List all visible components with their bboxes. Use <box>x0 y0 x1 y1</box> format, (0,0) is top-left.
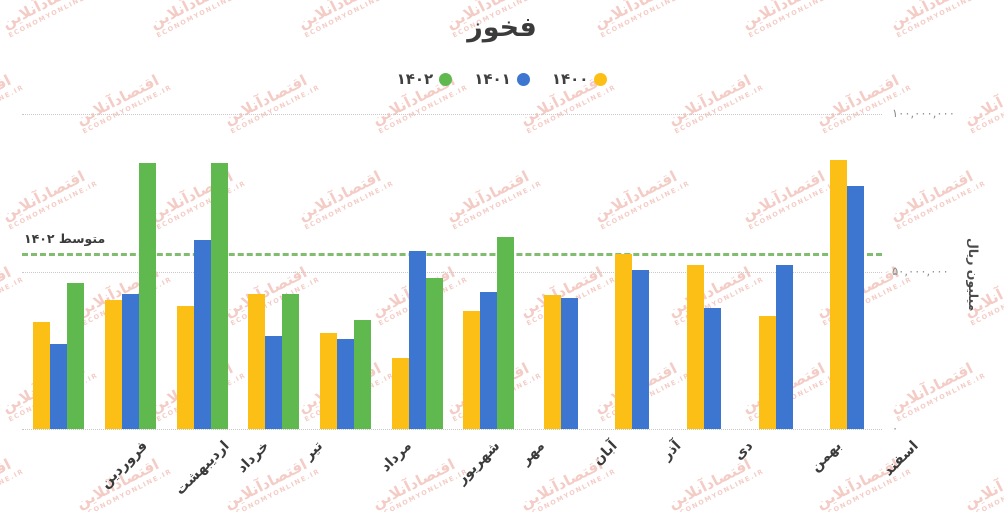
watermark-brand: اقتصادآنلاین <box>887 167 976 225</box>
watermark-url: ECONOMYONLINE.IR <box>969 82 1004 136</box>
average-line <box>22 252 882 256</box>
bar-آذر-۱۴۰۰[interactable] <box>615 254 633 429</box>
bar-group-بهمن <box>758 114 793 429</box>
bar-مهر-۱۴۰۱[interactable] <box>480 291 498 429</box>
gridline <box>22 114 882 115</box>
bar-اسفند-۱۴۰۰[interactable] <box>830 159 848 429</box>
watermark-brand: اقتصادآنلاین <box>0 263 14 321</box>
legend-item-۱۴۰۱[interactable]: ۱۴۰۱ <box>474 70 530 88</box>
x-axis-tick-label-مرداد: مرداد <box>377 438 415 476</box>
bar-group-آبان <box>543 114 578 429</box>
watermark-url: ECONOMYONLINE.IR <box>969 466 1004 512</box>
x-axis: فروردین اردیبهشت خرداد تیر مرداد شهریور مهر آبا… <box>22 432 922 510</box>
bar-مهر-۱۴۰۲[interactable] <box>497 236 515 429</box>
bar-group-تیر <box>248 114 300 429</box>
bar-خرداد-۱۴۰۱[interactable] <box>193 240 211 429</box>
x-axis-tick-label-شهریور: شهریور <box>453 438 504 488</box>
bar-دی-۱۴۰۱[interactable] <box>703 307 721 429</box>
bar-شهریور-۱۴۰۱[interactable] <box>408 251 426 429</box>
bar-فروردین-۱۴۰۰[interactable] <box>33 321 51 429</box>
bar-مرداد-۱۴۰۱[interactable] <box>337 339 354 429</box>
watermark-url: ECONOMYONLINE.IR <box>895 370 988 424</box>
page-title: فخوز <box>467 12 537 43</box>
x-axis-tick-label-دی: دی <box>730 438 757 464</box>
y-axis-tick-label: ۱۰۰,۰۰۰,۰۰۰ <box>892 106 955 120</box>
bar-group-مهر <box>463 114 515 429</box>
bar-فروردین-۱۴۰۲[interactable] <box>67 282 85 429</box>
bar-group-آذر <box>615 114 650 429</box>
x-axis-tick-label-خرداد: خرداد <box>234 438 273 477</box>
bar-group-خرداد <box>176 114 228 429</box>
chart-legend: ۱۴۰۰ ۱۴۰۱ ۱۴۰۲ <box>0 70 1004 88</box>
watermark-url: ECONOMYONLINE.IR <box>895 178 988 232</box>
bar-اردیبهشت-۱۴۰۰[interactable] <box>105 299 122 429</box>
bar-group-فروردین <box>33 114 85 429</box>
legend-color-swatch-icon <box>594 72 608 86</box>
x-axis-tick-label-فروردین: فروردین <box>97 438 151 492</box>
watermark-brand: اقتصادآنلاین <box>887 359 976 417</box>
bar-دی-۱۴۰۰[interactable] <box>686 265 704 429</box>
bar-group-شهریور <box>391 114 443 429</box>
bar-خرداد-۱۴۰۲[interactable] <box>210 162 228 429</box>
bar-آبان-۱۴۰۰[interactable] <box>543 295 561 429</box>
bar-اردیبهشت-۱۴۰۲[interactable] <box>139 162 156 429</box>
bar-شهریور-۱۴۰۲[interactable] <box>425 277 443 429</box>
bar-بهمن-۱۴۰۰[interactable] <box>758 315 776 429</box>
x-axis-tick-label-بهمن: بهمن <box>807 438 845 476</box>
bar-فروردین-۱۴۰۱[interactable] <box>50 343 68 429</box>
plot-area: متوسط ۱۴۰۲ <box>22 114 882 430</box>
x-axis-tick-label-آذر: آذر <box>659 438 685 464</box>
bar-مهر-۱۴۰۰[interactable] <box>463 310 481 429</box>
y-axis-tick-label: ۰ <box>892 421 899 435</box>
legend-item-۱۴۰۲[interactable]: ۱۴۰۲ <box>397 70 453 88</box>
bar-تیر-۱۴۰۲[interactable] <box>282 293 300 429</box>
bar-اردیبهشت-۱۴۰۱[interactable] <box>122 293 139 429</box>
bar-آبان-۱۴۰۱[interactable] <box>560 298 578 429</box>
x-axis-tick-label-تیر: تیر <box>300 438 326 464</box>
bar-بهمن-۱۴۰۱[interactable] <box>775 265 793 429</box>
average-line-label: متوسط ۱۴۰۲ <box>24 230 106 246</box>
bar-مرداد-۱۴۰۰[interactable] <box>320 332 337 429</box>
bar-اسفند-۱۴۰۱[interactable] <box>847 186 865 429</box>
watermark-brand: اقتصادآنلاین <box>0 455 14 512</box>
y-axis-title: میلیون ریال <box>966 238 981 312</box>
gridline <box>22 429 882 430</box>
bar-مرداد-۱۴۰۲[interactable] <box>354 320 371 429</box>
legend-item-۱۴۰۰[interactable]: ۱۴۰۰ <box>552 70 608 88</box>
legend-item-label: ۱۴۰۰ <box>551 70 589 88</box>
legend-color-swatch-icon <box>516 72 530 86</box>
x-axis-tick-label-اسفند: اسفند <box>880 438 922 480</box>
bar-group-مرداد <box>320 114 371 429</box>
legend-item-label: ۱۴۰۲ <box>396 70 434 88</box>
bar-group-اردیبهشت <box>105 114 156 429</box>
bar-group-اسفند <box>830 114 865 429</box>
bar-تیر-۱۴۰۰[interactable] <box>248 293 266 429</box>
bar-group-دی <box>686 114 721 429</box>
gridline <box>22 271 882 273</box>
x-axis-tick-label-اردیبهشت: اردیبهشت <box>171 438 233 499</box>
legend-item-label: ۱۴۰۱ <box>474 70 511 88</box>
bar-آذر-۱۴۰۱[interactable] <box>632 269 650 429</box>
legend-color-swatch-icon <box>439 72 453 86</box>
bar-شهریور-۱۴۰۰[interactable] <box>391 358 409 429</box>
bar-تیر-۱۴۰۱[interactable] <box>265 336 283 429</box>
bar-series-container <box>22 114 882 429</box>
y-axis-tick-label: ۵۰,۰۰۰,۰۰۰ <box>892 263 949 278</box>
bar-خرداد-۱۴۰۰[interactable] <box>176 306 194 429</box>
x-axis-tick-label-مهر: مهر <box>517 438 548 469</box>
watermark-brand: اقتصادآنلاین <box>961 455 1004 512</box>
x-axis-tick-label-آبان: آبان <box>589 438 621 469</box>
